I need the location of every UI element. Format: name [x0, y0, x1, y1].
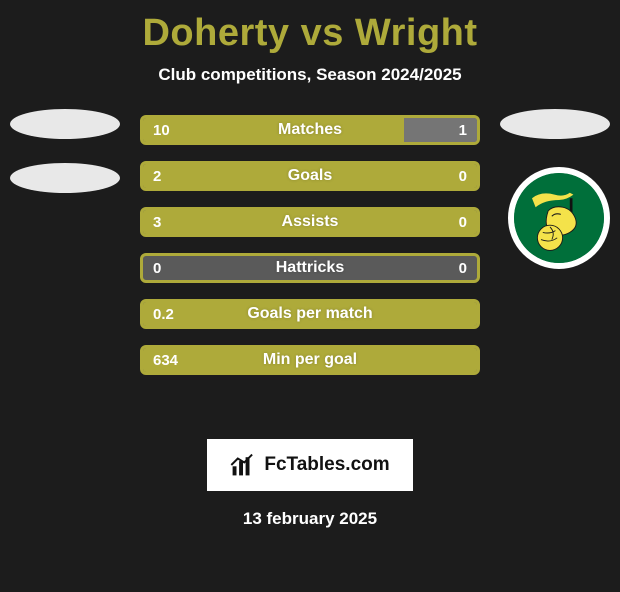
stat-row: 101Matches: [140, 115, 480, 145]
right-club-crest: [508, 167, 610, 269]
subtitle: Club competitions, Season 2024/2025: [0, 65, 620, 85]
right-oval-1: [500, 109, 610, 139]
stat-row: 30Assists: [140, 207, 480, 237]
vs-separator: vs: [290, 12, 355, 54]
left-placeholder-badges: [10, 109, 120, 217]
stat-label: Hattricks: [143, 256, 477, 280]
page-title: Doherty vs Wright: [0, 12, 620, 55]
stat-label: Min per goal: [143, 348, 477, 372]
brand-chart-icon: [230, 452, 256, 478]
stat-label: Assists: [143, 210, 477, 234]
brand-box: FcTables.com: [207, 439, 413, 491]
stat-label: Matches: [143, 118, 477, 142]
stat-label: Goals per match: [143, 302, 477, 326]
player-left-name: Doherty: [142, 12, 289, 54]
club-crest-icon: [508, 167, 610, 269]
date-text: 13 february 2025: [0, 509, 620, 529]
stat-row: 0.2Goals per match: [140, 299, 480, 329]
comparison-chart: 101Matches 20Goals 30Assists 00Hattricks 0.2…: [0, 115, 620, 415]
stat-row: 00Hattricks: [140, 253, 480, 283]
stat-row: 20Goals: [140, 161, 480, 191]
stat-row: 634Min per goal: [140, 345, 480, 375]
left-oval-2: [10, 163, 120, 193]
right-placeholder-badge: [500, 109, 610, 163]
brand-text: FcTables.com: [264, 454, 389, 476]
stat-label: Goals: [143, 164, 477, 188]
stat-bars: 101Matches 20Goals 30Assists 00Hattricks 0.2…: [140, 115, 480, 391]
left-oval-1: [10, 109, 120, 139]
player-right-name: Wright: [355, 12, 478, 54]
